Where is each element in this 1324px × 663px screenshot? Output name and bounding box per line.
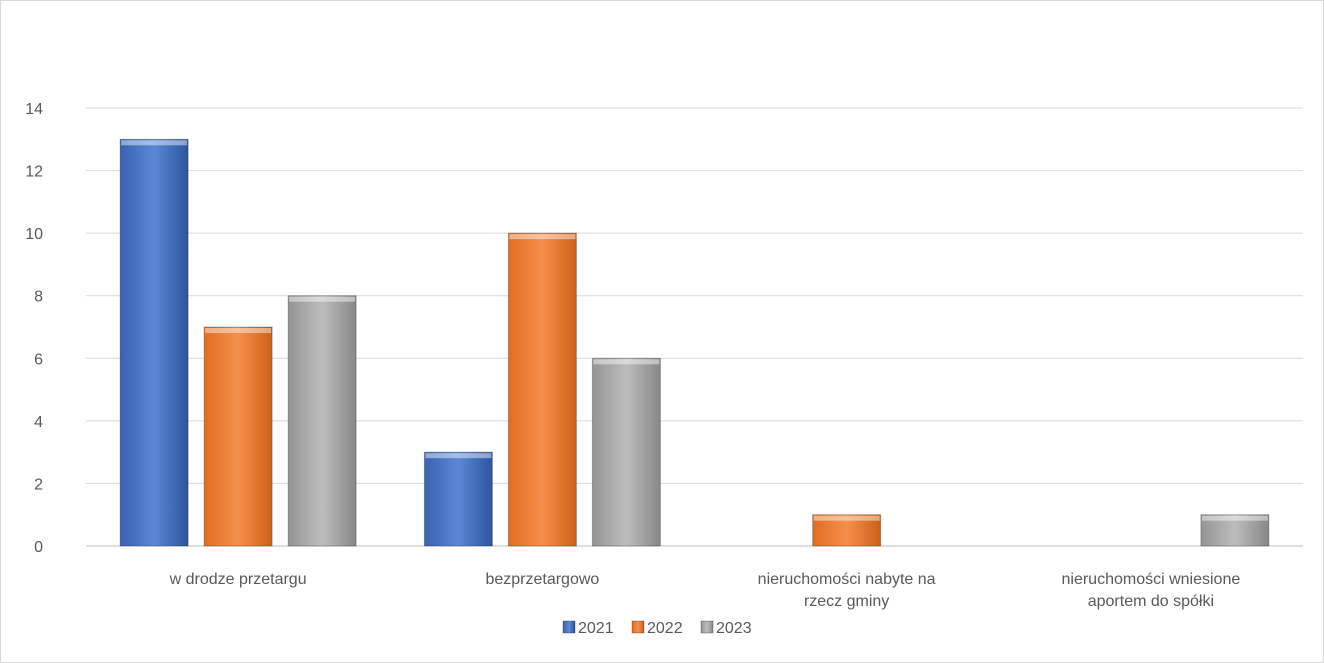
x-axis-category-labels: w drodze przetargu bezprzetargowo nierucho… bbox=[169, 571, 1241, 610]
bar-2022-0 bbox=[203, 326, 273, 547]
legend-item-2022: 2022 bbox=[631, 620, 683, 637]
y-tick-label: 4 bbox=[34, 414, 43, 431]
legend-swatch bbox=[562, 620, 576, 634]
bar-2021-0 bbox=[119, 138, 189, 547]
y-axis-tick-labels: 0 2 4 6 8 10 12 14 bbox=[25, 101, 43, 556]
legend-label: 2021 bbox=[578, 620, 614, 637]
legend: 2021 2022 2023 bbox=[562, 620, 752, 637]
legend-swatch bbox=[700, 620, 714, 634]
bars bbox=[119, 138, 1270, 547]
x-category-label: w drodze przetargu bbox=[169, 571, 307, 588]
y-tick-label: 2 bbox=[34, 476, 43, 493]
y-tick-label: 8 bbox=[34, 289, 43, 306]
legend-label: 2022 bbox=[647, 620, 683, 637]
legend-swatch bbox=[631, 620, 645, 634]
x-category-label: nieruchomości wniesione aportem do spółki bbox=[1061, 571, 1240, 610]
x-category-label: bezprzetargowo bbox=[485, 571, 599, 588]
y-tick-label: 10 bbox=[25, 226, 43, 243]
bar-2023-1 bbox=[591, 357, 661, 547]
legend-label: 2023 bbox=[716, 620, 752, 637]
bar-2021-1 bbox=[423, 451, 493, 547]
y-tick-label: 6 bbox=[34, 351, 43, 368]
bar-2023-0 bbox=[287, 295, 357, 547]
legend-item-2023: 2023 bbox=[700, 620, 752, 637]
y-tick-label: 12 bbox=[25, 164, 43, 181]
legend-item-2021: 2021 bbox=[562, 620, 614, 637]
bar-2022-1 bbox=[507, 232, 577, 547]
y-tick-label: 0 bbox=[34, 539, 43, 556]
bar-2022-2 bbox=[812, 514, 882, 547]
x-category-label: nieruchomości nabyte na rzecz gminy bbox=[758, 571, 936, 610]
y-tick-label: 14 bbox=[25, 101, 43, 118]
bar-2023-3 bbox=[1200, 514, 1270, 547]
